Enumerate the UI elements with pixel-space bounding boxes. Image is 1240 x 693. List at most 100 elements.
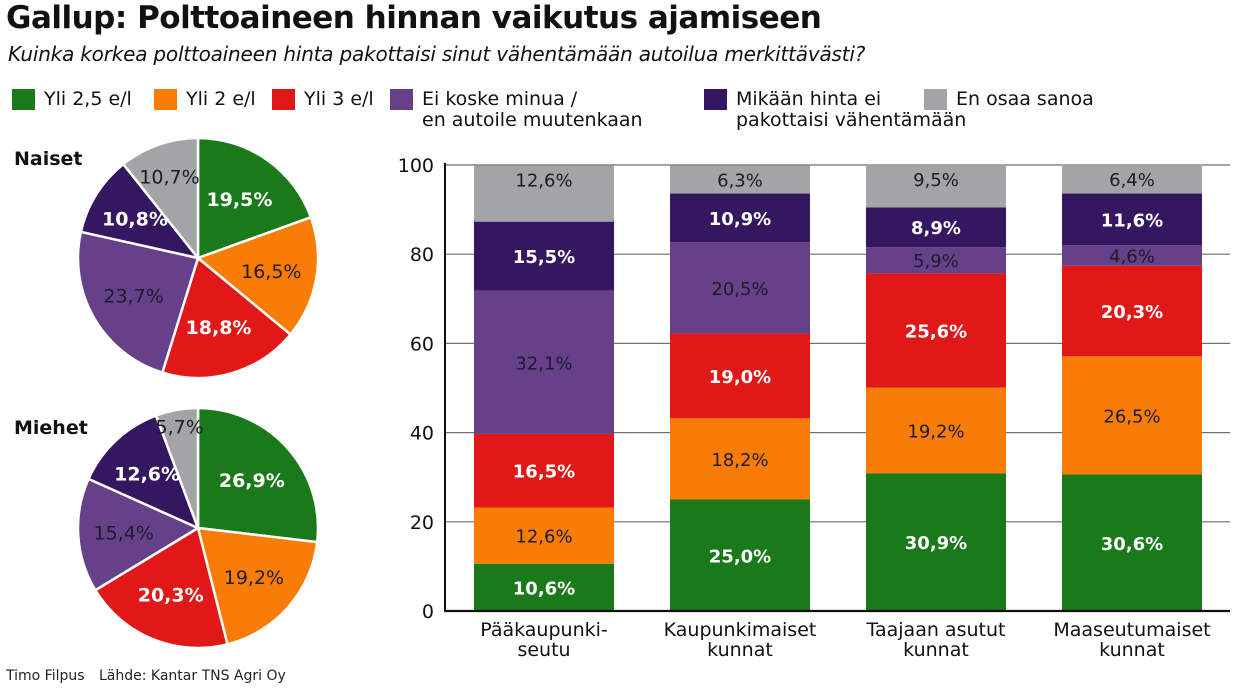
legend-item-yli-3: Yli 3 e/l [272, 89, 374, 110]
stacked-bar-chart: 0 20 40 60 80 100 10,6% 12,6% 16,5% 32,1% 15,5% 12,… [398, 155, 1230, 661]
pie-data-label: 10,7% [139, 166, 199, 188]
bar-data-label: 25,6% [905, 321, 967, 342]
bar-data-label: 30,9% [905, 533, 967, 554]
pie-data-label: 5,7% [155, 416, 203, 438]
bar-segment-ei-koske-minua-en-autoile-muutenkaan [474, 290, 614, 434]
pie-slice-en-osaa-sanoa [154, 406, 200, 529]
bar-data-label: 20,5% [711, 279, 768, 300]
y-tick-label: 40 [410, 423, 434, 445]
bar-segment-yli-3-e-l [474, 433, 614, 508]
chart-title: Gallup: Polttoaineen hinnan vaikutus aja… [6, 0, 822, 36]
pie-data-label: 18,8% [186, 317, 252, 339]
bar-data-label: 10,6% [513, 578, 575, 599]
bar-data-label: 4,6% [1109, 247, 1155, 268]
pie-slice-yli-2-5-e-l [196, 406, 320, 544]
bar-data-label: 15,5% [513, 247, 575, 268]
bar-data-label: 6,3% [717, 170, 763, 191]
pie-data-label: 15,4% [94, 523, 154, 545]
bar-segment-yli-3-e-l [1062, 265, 1202, 357]
legend-item-yli-2-5: Yli 2,5 e/l [12, 89, 132, 110]
legend-label: Ei koske minua / [422, 88, 578, 110]
bar-segment-yli-3-e-l [866, 273, 1006, 388]
bar-data-label: 26,5% [1103, 406, 1160, 427]
y-tick-label: 100 [398, 155, 434, 177]
x-tick-label: Maaseutumaiset [1053, 619, 1210, 641]
x-tick-label: Kaupunkimaiset [664, 619, 817, 641]
x-tick-label: kunnat [903, 639, 969, 661]
bar-segment-yli-2-5-e-l [670, 499, 810, 611]
bar-data-label: 19,0% [709, 367, 771, 388]
pie-title: Naiset [14, 148, 83, 170]
bar-segment-mikaan-hinta-ei-pakottaisi-vahentamaan [1062, 193, 1202, 246]
pie-slice-en-osaa-sanoa [121, 136, 200, 262]
bar-segment-mikaan-hinta-ei-pakottaisi-vahentamaan [474, 221, 614, 291]
legend-swatch [272, 89, 295, 110]
bar-segment-yli-2-e-l [1062, 356, 1202, 475]
pie-slice-yli-2-5-e-l [196, 136, 313, 260]
bar-segment-yli-3-e-l [670, 333, 810, 419]
legend-label-line2: pakottaisi vähentämään [736, 109, 967, 131]
legend-label: Yli 2 e/l [186, 88, 256, 110]
bar-segment-yli-2-e-l [670, 418, 810, 500]
bar-data-label: 19,2% [907, 421, 964, 442]
bar-segment-yli-2-e-l [866, 387, 1006, 474]
footer-author: Timo Filpus [6, 668, 85, 684]
x-tick-label: kunnat [707, 639, 773, 661]
pie-data-label: 19,2% [224, 567, 284, 589]
pie-slice-ei-koske-minua-en-autoile-muutenkaan [76, 230, 200, 375]
footer-source: Lähde: Kantar TNS Agri Oy [98, 668, 286, 684]
bar-data-label: 12,6% [515, 170, 572, 191]
legend-label-line2: en autoile muutenkaan [422, 109, 643, 131]
bar-segment-en-osaa-sanoa [474, 165, 614, 222]
legend-item-ei-koske: Ei koske minua / en autoile muutenkaan [390, 89, 643, 131]
pie-data-label: 23,7% [103, 285, 163, 307]
pie-slice-mikaan-hinta-ei-pakottaisi-vahentamaan [86, 413, 201, 531]
y-tick-label: 60 [410, 333, 434, 355]
pie-data-label: 10,8% [102, 209, 168, 231]
pie-data-label: 20,3% [138, 585, 204, 607]
pie-miehet: 26,9% 19,2% 20,3% 15,4% 12,6% 5,7% Miehet [14, 406, 320, 650]
bar-data-label: 18,2% [711, 450, 768, 471]
bar-data-label: 10,9% [709, 209, 771, 230]
bar-data-label: 11,6% [1101, 210, 1163, 231]
pie-naiset: 19,5% 16,5% 18,8% 23,7% 10,8% 10,7% Naiset [14, 136, 320, 380]
bar-segment-ei-koske-minua-en-autoile-muutenkaan [1062, 245, 1202, 266]
bar-segment-yli-2-5-e-l [1062, 474, 1202, 611]
bar-data-label: 8,9% [911, 218, 961, 239]
bar-segment-mikaan-hinta-ei-pakottaisi-vahentamaan [866, 207, 1006, 248]
bar-data-label: 32,1% [515, 353, 572, 374]
bar-segment-ei-koske-minua-en-autoile-muutenkaan [670, 242, 810, 334]
legend-item-yli-2: Yli 2 e/l [154, 89, 256, 110]
bar-segment-yli-2-5-e-l [474, 563, 614, 611]
bar-data-label: 30,6% [1101, 534, 1163, 555]
bar-data-label: 16,5% [513, 462, 575, 483]
legend-swatch [704, 89, 727, 110]
pie-slice-yli-2-e-l [195, 215, 320, 337]
legend-label: En osaa sanoa [956, 88, 1094, 110]
bar-segment-en-osaa-sanoa [670, 165, 810, 194]
legend-label: Yli 2,5 e/l [44, 88, 132, 110]
bar-data-label: 6,4% [1109, 170, 1155, 191]
pie-slice-ei-koske-minua-en-autoile-muutenkaan [76, 477, 201, 592]
pie-slice-mikaan-hinta-ei-pakottaisi-vahentamaan [79, 162, 202, 260]
y-tick-label: 80 [410, 244, 434, 266]
footer: Timo Filpus Lähde: Kantar TNS Agri Oy [6, 668, 296, 684]
bar-segment-mikaan-hinta-ei-pakottaisi-vahentamaan [670, 193, 810, 243]
y-tick-label: 0 [422, 601, 434, 623]
y-tick-label: 20 [410, 512, 434, 534]
pie-slice-yli-3-e-l [160, 255, 293, 380]
bar-data-label: 25,0% [709, 546, 771, 567]
legend-swatch [390, 89, 413, 110]
legend-label: Mikään hinta ei [736, 88, 882, 110]
legend-swatch [924, 89, 947, 110]
bar-data-label: 20,3% [1101, 302, 1163, 323]
pie-data-label: 19,5% [206, 189, 272, 211]
pie-slice-yli-2-e-l [196, 526, 319, 646]
legend-swatch [12, 89, 35, 110]
bar-segment-yli-2-5-e-l [866, 473, 1006, 611]
x-tick-label: seutu [517, 639, 570, 661]
x-tick-label: Taajaan asutut [866, 619, 1006, 641]
bar-segment-en-osaa-sanoa [1062, 165, 1202, 194]
x-tick-label: Pääkaupunki- [480, 619, 608, 641]
pie-data-label: 16,5% [241, 261, 301, 283]
